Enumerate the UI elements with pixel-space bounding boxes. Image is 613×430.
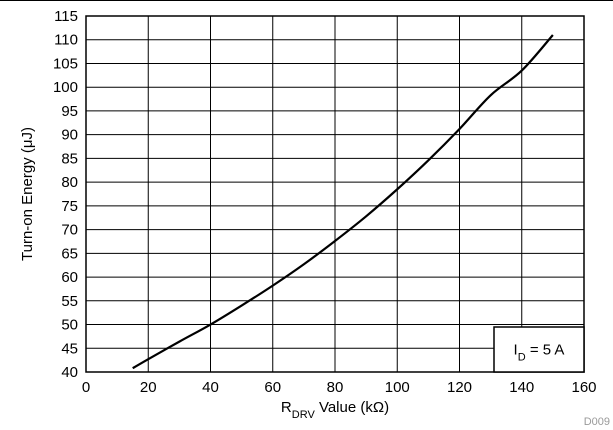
y-tick-label: 100 bbox=[53, 79, 78, 96]
figure-code: D009 bbox=[584, 416, 610, 428]
y-tick-label: 65 bbox=[61, 245, 78, 262]
x-tick-label: 100 bbox=[385, 379, 410, 396]
y-tick-label: 80 bbox=[61, 174, 78, 191]
y-tick-label: 115 bbox=[54, 8, 78, 25]
y-tick-label: 85 bbox=[61, 150, 78, 167]
y-tick-label: 45 bbox=[61, 340, 78, 357]
x-axis-label-rest: Value (kΩ) bbox=[315, 399, 389, 416]
annotation-box-frame bbox=[493, 326, 585, 373]
y-tick-label: 60 bbox=[61, 269, 78, 286]
x-tick-label: 20 bbox=[140, 379, 157, 396]
x-axis-label: RDRV Value (kΩ) bbox=[281, 399, 389, 421]
y-tick-label: 90 bbox=[61, 127, 78, 144]
x-tick-label: 160 bbox=[571, 379, 596, 396]
y-tick-label: 95 bbox=[61, 103, 78, 120]
plot-frame bbox=[85, 15, 585, 373]
series-line bbox=[132, 34, 554, 370]
grid bbox=[86, 16, 584, 372]
annotation-rest: = 5 A bbox=[526, 342, 565, 359]
y-axis-label: Turn-on Energy (μJ) bbox=[19, 127, 36, 261]
x-tick-label: 80 bbox=[327, 379, 344, 396]
x-tick-label: 40 bbox=[202, 379, 219, 396]
y-tick-label: 75 bbox=[61, 198, 78, 215]
annotation-sub: D bbox=[518, 352, 526, 364]
y-tick-label: 55 bbox=[61, 293, 78, 310]
series-curves bbox=[132, 34, 554, 370]
annotation-main: I bbox=[514, 342, 518, 359]
annotation-box: ID = 5 A bbox=[493, 326, 585, 373]
y-tick-label: 50 bbox=[61, 317, 78, 334]
y-tick-label: 40 bbox=[61, 364, 78, 381]
x-tick-label: 120 bbox=[447, 379, 472, 396]
y-tick-labels: 40 45 50 55 60 65 70 75 80 85 90 95 100 105 110 115 bbox=[53, 8, 78, 381]
y-tick-label: 105 bbox=[53, 55, 78, 72]
y-tick-label: 110 bbox=[54, 32, 78, 49]
x-tick-label: 60 bbox=[264, 379, 281, 396]
x-axis-label-main: R bbox=[281, 399, 292, 416]
x-tick-label: 0 bbox=[82, 379, 90, 396]
top-rule bbox=[0, 0, 613, 1]
y-tick-label: 70 bbox=[61, 222, 78, 239]
x-axis-label-sub: DRV bbox=[292, 409, 316, 421]
x-tick-labels: 0 20 40 60 80 100 120 140 160 bbox=[82, 379, 597, 396]
annotation-text: ID = 5 A bbox=[514, 342, 565, 364]
x-tick-label: 140 bbox=[509, 379, 534, 396]
